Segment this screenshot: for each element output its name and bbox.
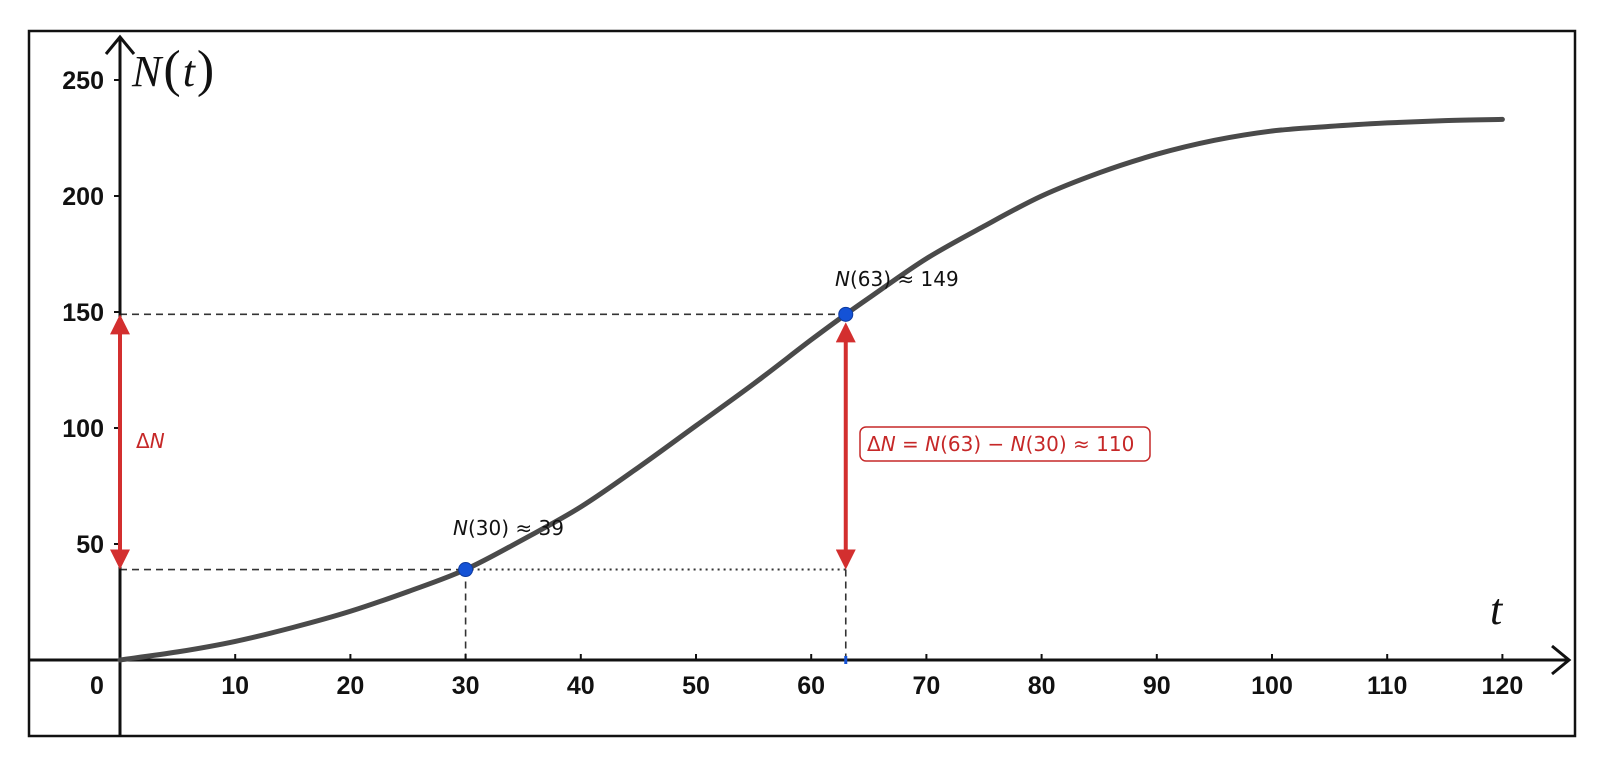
y-tick-label-100: 100 — [62, 415, 104, 443]
y-axis-title-paren-open: ( — [163, 41, 180, 98]
data-points — [458, 306, 854, 578]
x-tick-labels: 10 20 30 40 50 60 70 80 90 100 110 120 — [221, 672, 1523, 700]
y-tick-label-150: 150 — [62, 299, 104, 327]
x-tick-label-120: 120 — [1482, 672, 1524, 700]
delta-equation-box — [859, 426, 1151, 462]
y-axis-title: N(t) — [131, 41, 214, 98]
x-axis-arrowhead — [1551, 644, 1572, 676]
y-axis-title-paren-close: ) — [197, 41, 214, 98]
y-axis-title-arg: t — [183, 47, 197, 96]
data-point-63 — [838, 306, 854, 322]
delta-equation-label: ΔN = N(63) − N(30) ≈ 110 — [867, 432, 1134, 456]
x-tick-label-100: 100 — [1251, 672, 1293, 700]
x-tick-label-10: 10 — [221, 672, 249, 700]
data-point-30 — [458, 562, 474, 578]
x-tick-label-60: 60 — [797, 672, 825, 700]
x-tick-label-20: 20 — [336, 672, 364, 700]
point-label-n30: N(30) ≈ 39 — [453, 516, 564, 540]
y-tick-label-250: 250 — [62, 67, 104, 95]
x-tick-label-70: 70 — [912, 672, 940, 700]
x-axis-title: t — [1490, 585, 1504, 634]
y-axis-title-var: N — [131, 47, 164, 96]
series-line — [117, 116, 1505, 663]
delta-n-label: ΔN — [136, 429, 165, 453]
x-tick-label-80: 80 — [1028, 672, 1056, 700]
x-tick-label-40: 40 — [567, 672, 595, 700]
origin-label: 0 — [90, 672, 104, 700]
x-tick-label-90: 90 — [1143, 672, 1171, 700]
guide-lines — [120, 313, 847, 660]
x-tick-label-110: 110 — [1367, 672, 1407, 700]
y-tick-labels: 50 100 150 200 250 — [62, 67, 104, 559]
chart-frame — [27, 29, 1577, 738]
point-label-n63: N(63) ≈ 149 — [835, 267, 959, 291]
x-tick-label-50: 50 — [682, 672, 710, 700]
axes — [29, 34, 1572, 736]
delta-arrows — [110, 314, 856, 570]
x-tick-label-30: 30 — [452, 672, 480, 700]
y-tick-label-200: 200 — [62, 183, 104, 211]
y-tick-label-50: 50 — [76, 531, 104, 559]
y-axis-arrowhead — [104, 34, 136, 55]
